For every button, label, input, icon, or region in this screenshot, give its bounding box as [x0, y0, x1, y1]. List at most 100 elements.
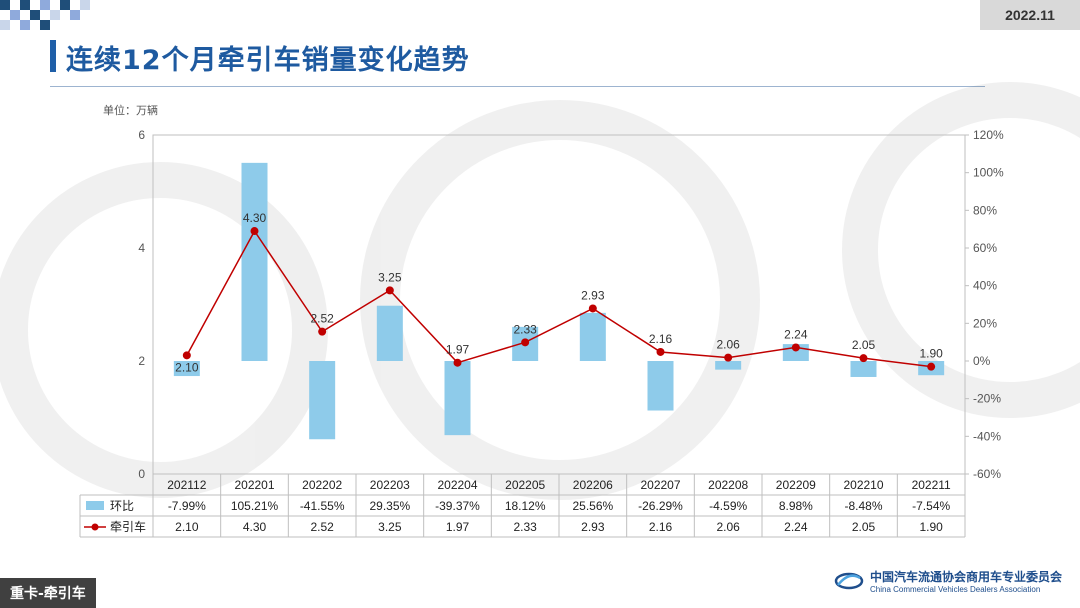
table-cell-ratio: 18.12%: [505, 499, 546, 513]
legend-line-label: 牵引车: [110, 519, 146, 534]
y-left-tick-label: 2: [138, 354, 145, 368]
line-point-202204: [453, 358, 462, 367]
category-label: 202112: [167, 478, 206, 492]
line-point-202210: [859, 354, 868, 363]
category-label: 202205: [505, 478, 545, 492]
bar-202201: [241, 162, 268, 361]
table-cell-ratio: -39.37%: [435, 499, 480, 513]
line-point-202207: [656, 347, 665, 356]
line-data-label: 2.24: [784, 327, 808, 341]
line-data-label: 2.33: [513, 322, 537, 336]
table-cell-volume: 2.16: [649, 520, 673, 534]
table-cell-ratio: 25.56%: [572, 499, 613, 513]
legend-bar-key: [86, 501, 104, 510]
y-right-tick-label: -60%: [973, 467, 1001, 481]
bar-202112: [173, 361, 200, 377]
category-label: 202204: [437, 478, 477, 492]
legend-line-marker: [91, 523, 99, 531]
date-badge: 2022.11: [980, 0, 1080, 30]
table-cell-ratio: -7.99%: [168, 499, 206, 513]
unit-label: 单位：万辆: [103, 104, 158, 117]
line-data-label: 2.10: [175, 360, 199, 374]
table-cell-volume: 2.52: [310, 520, 334, 534]
bar-202203: [376, 305, 403, 361]
table-cell-volume: 2.05: [852, 520, 876, 534]
bar-202206: [579, 312, 606, 361]
table-cell-ratio: -26.29%: [638, 499, 683, 513]
category-label: 202202: [302, 478, 342, 492]
category-label: 202210: [843, 478, 883, 492]
line-point-202211: [927, 362, 936, 371]
line-point-202209: [791, 343, 800, 352]
table-cell-volume: 2.93: [581, 520, 605, 534]
table-cell-ratio: 105.21%: [231, 499, 279, 513]
line-point-202201: [250, 227, 259, 236]
org-name-cn: 中国汽车流通协会商用车专业委员会: [869, 570, 1062, 584]
page-title: 连续12个月牵引车销量变化趋势: [66, 45, 470, 76]
bar-202208: [715, 361, 742, 370]
table-cell-ratio: 29.35%: [369, 499, 410, 513]
line-data-label: 1.97: [446, 343, 470, 357]
category-label: 202201: [234, 478, 274, 492]
category-label: 202209: [776, 478, 816, 492]
org-logo: 中国汽车流通协会商用车专业委员会 China Commercial Vehicl…: [834, 568, 1062, 594]
line-point-202203: [385, 286, 394, 295]
line-point-202205: [521, 338, 530, 347]
category-label: 202203: [370, 478, 410, 492]
corner-decoration: [0, 0, 90, 30]
line-point-202208: [724, 353, 733, 362]
bar-202210: [850, 361, 877, 377]
line-data-label: 2.05: [852, 338, 876, 352]
section-tag: 重卡-牵引车: [0, 578, 96, 608]
table-cell-volume: 4.30: [243, 520, 267, 534]
y-right-tick-label: 80%: [973, 203, 997, 217]
y-right-tick-label: 40%: [973, 279, 997, 293]
legend-bar-label: 环比: [110, 499, 134, 513]
line-data-label: 1.90: [919, 347, 943, 361]
category-label: 202207: [640, 478, 680, 492]
table-cell-volume: 2.06: [716, 520, 740, 534]
line-point-202112: [182, 351, 191, 360]
y-right-tick-label: -20%: [973, 392, 1001, 406]
y-right-tick-label: 100%: [973, 166, 1004, 180]
line-data-label: 2.16: [649, 332, 673, 346]
category-label: 202206: [573, 478, 613, 492]
y-right-tick-label: 20%: [973, 316, 997, 330]
line-series: [186, 229, 932, 368]
table-cell-volume: 2.24: [784, 520, 808, 534]
line-data-label: 2.06: [716, 338, 740, 352]
category-label: 202208: [708, 478, 748, 492]
table-cell-ratio: -8.48%: [844, 499, 882, 513]
y-right-tick-label: -40%: [973, 429, 1001, 443]
bar-202202: [309, 361, 336, 440]
table-cell-ratio: 8.98%: [779, 499, 813, 513]
line-point-202206: [588, 304, 597, 313]
y-right-tick-label: 0%: [973, 354, 991, 368]
y-right-tick-label: 120%: [973, 128, 1004, 142]
category-label: 202211: [912, 478, 951, 492]
line-data-label: 3.25: [378, 270, 402, 284]
bar-202207: [647, 361, 674, 411]
table-cell-volume: 1.90: [919, 520, 943, 534]
line-data-label: 2.52: [310, 312, 334, 326]
bar-202204: [444, 361, 471, 436]
line-data-label: 4.30: [243, 211, 267, 225]
table-cell-ratio: -4.59%: [709, 499, 747, 513]
line-point-202202: [318, 327, 327, 336]
table-cell-volume: 2.10: [175, 520, 199, 534]
table-cell-ratio: -41.55%: [300, 499, 345, 513]
table-cell-ratio: -7.54%: [912, 499, 950, 513]
table-cell-volume: 3.25: [378, 520, 402, 534]
table-cell-volume: 1.97: [446, 520, 470, 534]
org-name-en: China Commercial Vehicles Dealers Associ…: [869, 585, 1041, 594]
y-left-tick-label: 4: [138, 241, 145, 255]
title-accent-bar: [50, 40, 56, 72]
watermark: [0, 82, 1080, 500]
table-cell-volume: 2.33: [513, 520, 537, 534]
y-left-tick-label: 0: [138, 467, 145, 481]
line-data-label: 2.93: [581, 288, 605, 302]
org-emblem-icon: [834, 572, 864, 590]
title-divider: [50, 86, 985, 87]
y-left-tick-label: 6: [138, 128, 145, 142]
